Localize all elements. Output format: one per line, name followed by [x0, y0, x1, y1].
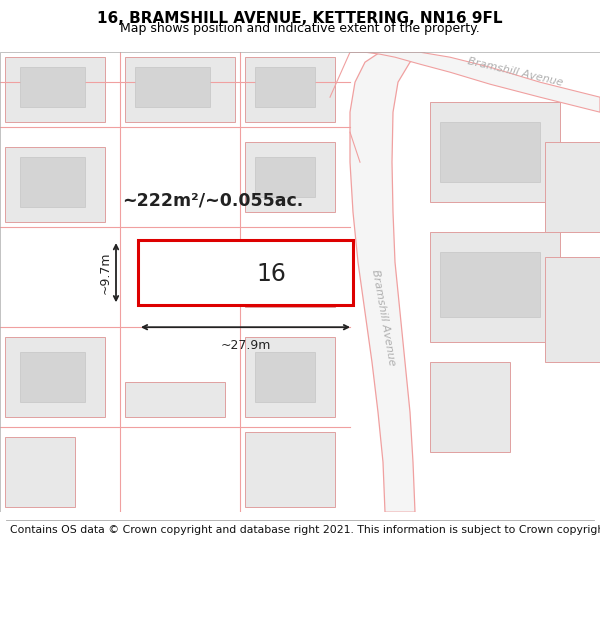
Bar: [255, 352, 315, 402]
Bar: [5, 337, 105, 417]
Bar: [5, 147, 105, 222]
Bar: [20, 352, 85, 402]
Bar: [440, 122, 540, 182]
Bar: [125, 57, 235, 122]
Bar: [430, 362, 510, 452]
Polygon shape: [350, 52, 425, 512]
Text: ~222m²/~0.055ac.: ~222m²/~0.055ac.: [122, 191, 304, 209]
Bar: [245, 337, 335, 417]
Text: Bramshill Avenue: Bramshill Avenue: [466, 56, 563, 88]
Bar: [135, 67, 210, 107]
Bar: [170, 251, 255, 294]
Bar: [430, 232, 560, 342]
Text: 16, BRAMSHILL AVENUE, KETTERING, NN16 9FL: 16, BRAMSHILL AVENUE, KETTERING, NN16 9F…: [97, 11, 503, 26]
Bar: [245, 57, 335, 122]
Bar: [545, 257, 600, 362]
Text: Map shows position and indicative extent of the property.: Map shows position and indicative extent…: [120, 22, 480, 35]
Text: Contains OS data © Crown copyright and database right 2021. This information is : Contains OS data © Crown copyright and d…: [10, 526, 600, 536]
Bar: [20, 157, 85, 207]
Bar: [255, 67, 315, 107]
Bar: [5, 437, 75, 507]
Bar: [245, 242, 335, 307]
Bar: [430, 102, 560, 202]
Bar: [440, 252, 540, 317]
Text: ~27.9m: ~27.9m: [220, 339, 271, 352]
Bar: [255, 257, 315, 297]
Bar: [20, 67, 85, 107]
Polygon shape: [350, 52, 600, 112]
Text: 16: 16: [256, 262, 286, 286]
Bar: [138, 240, 353, 305]
Bar: [125, 382, 225, 417]
Text: ~9.7m: ~9.7m: [99, 251, 112, 294]
Text: Bramshill Avenue: Bramshill Avenue: [370, 268, 397, 366]
Bar: [245, 142, 335, 212]
Bar: [245, 432, 335, 507]
Bar: [5, 57, 105, 122]
Bar: [255, 157, 315, 197]
Bar: [545, 142, 600, 232]
